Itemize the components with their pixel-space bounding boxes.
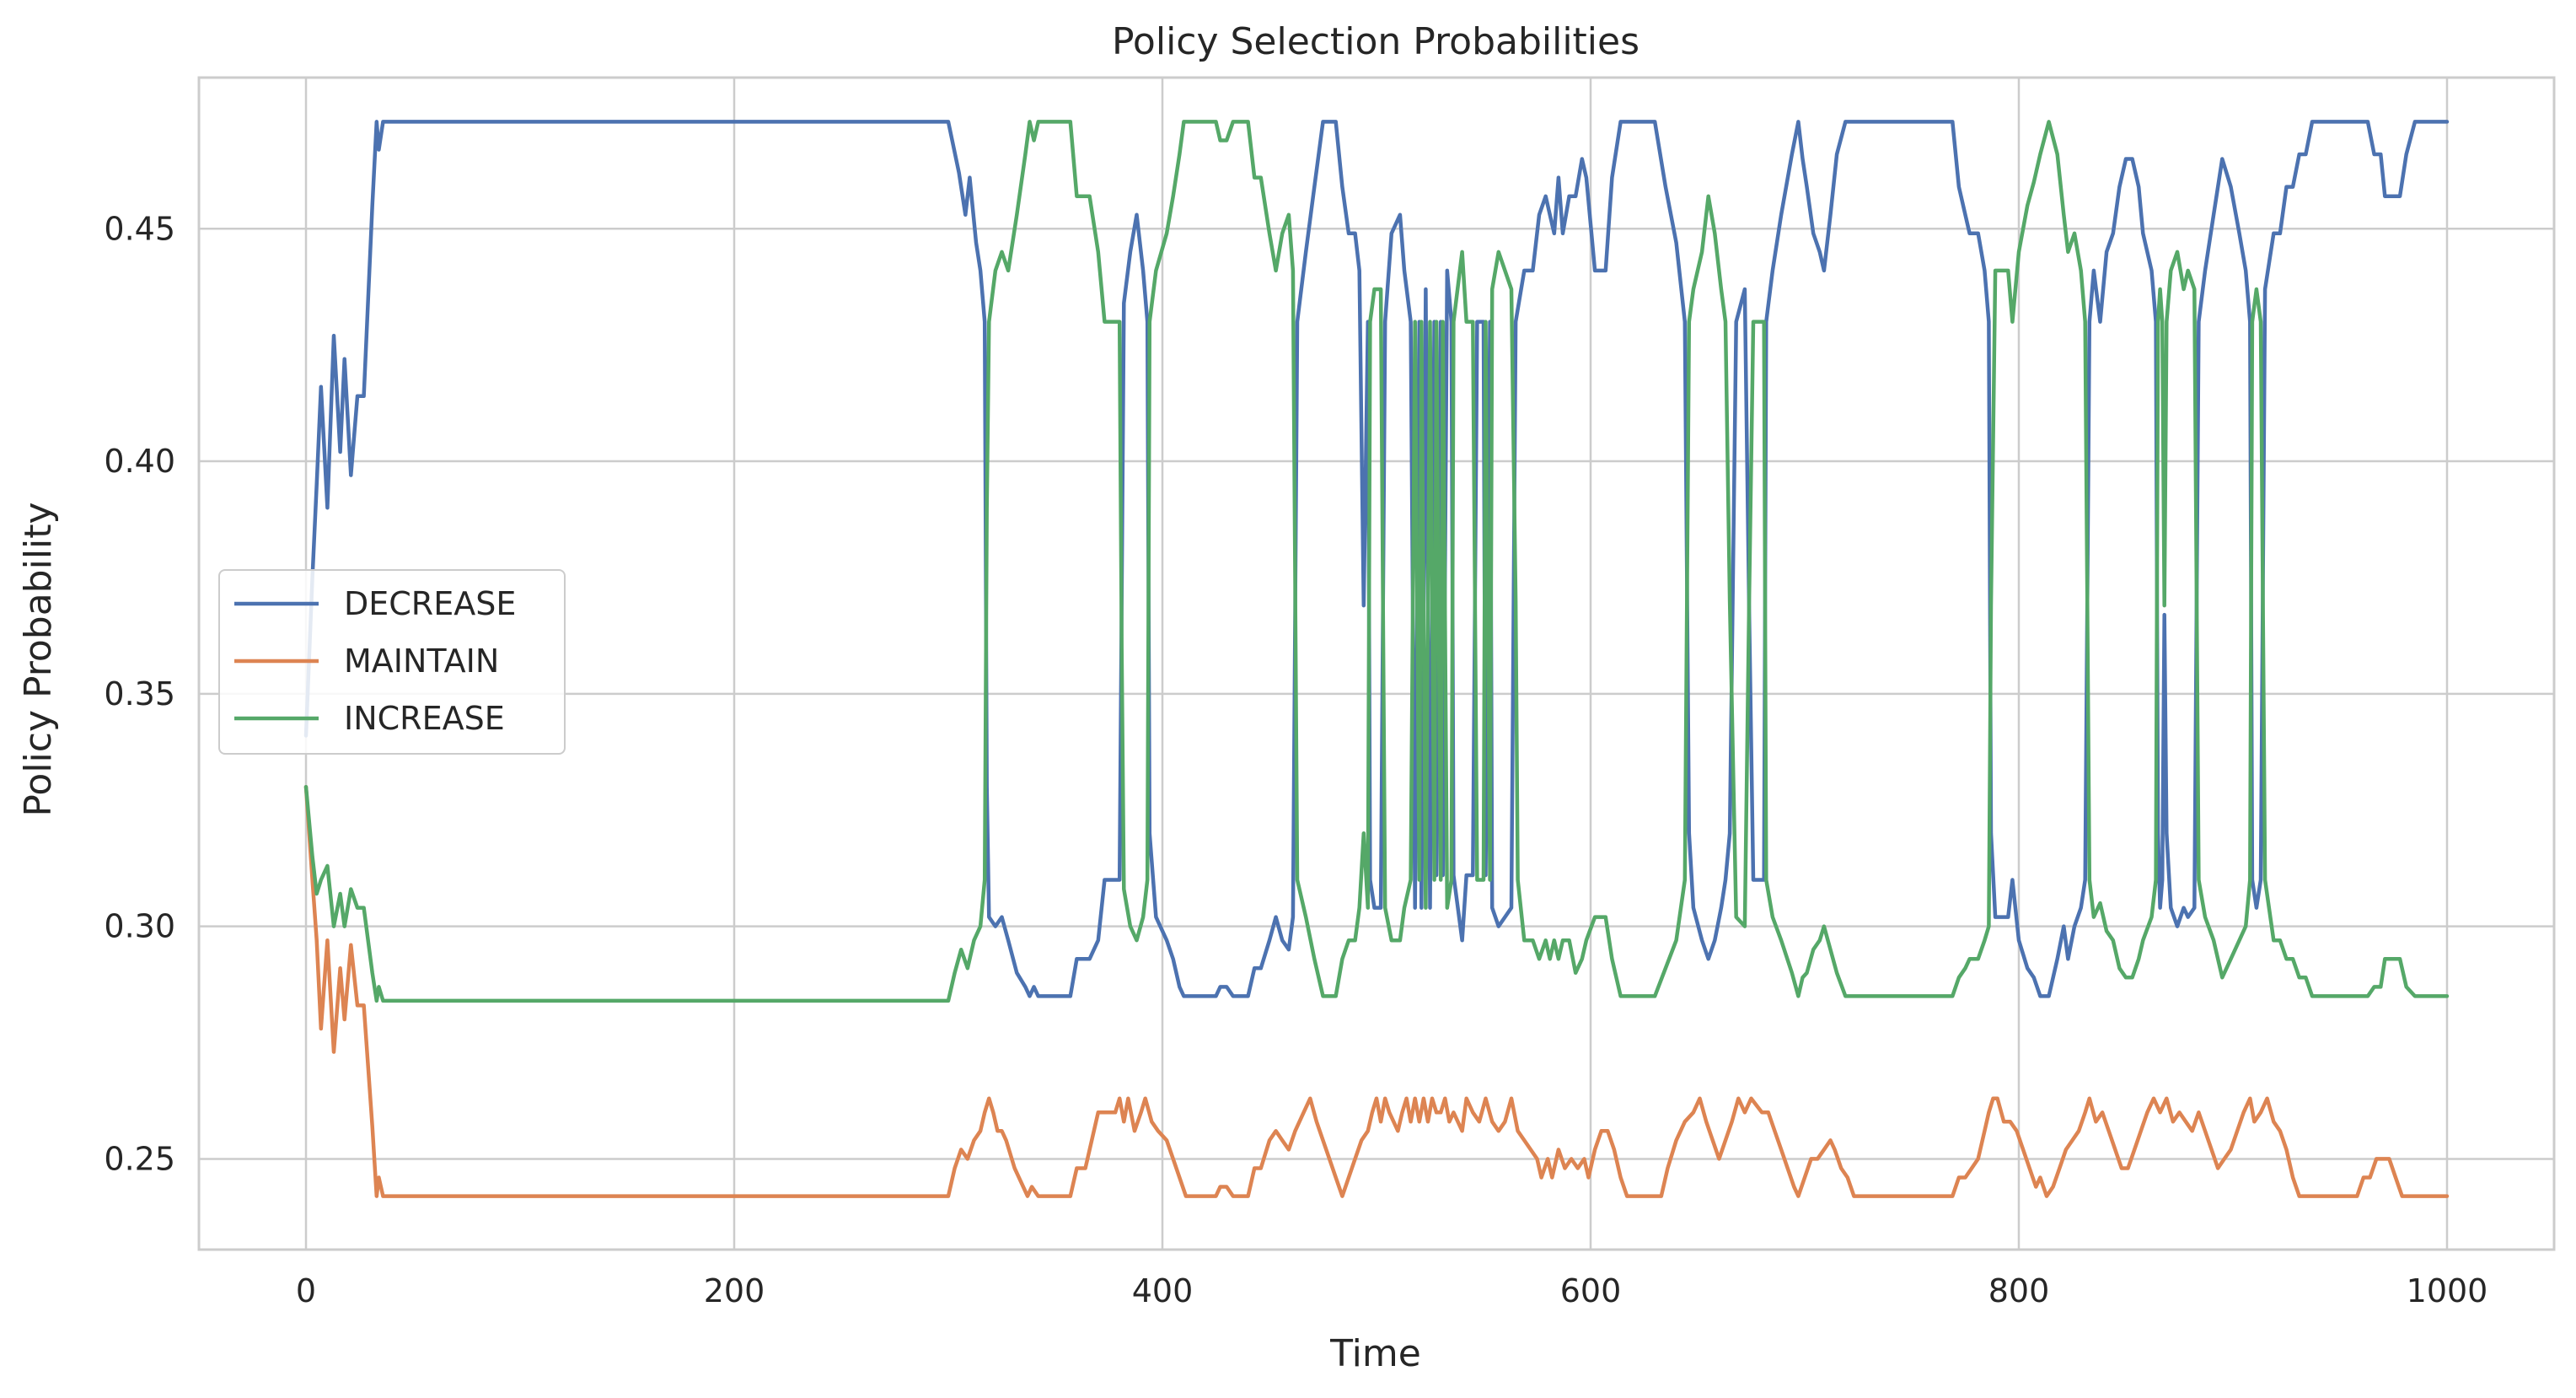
legend-label-maintain: MAINTAIN bbox=[344, 643, 499, 680]
x-tick-label: 200 bbox=[704, 1272, 765, 1309]
y-tick-label: 0.30 bbox=[104, 908, 175, 945]
x-axis-ticks: 0 200 400 600 800 1000 bbox=[296, 1272, 2487, 1309]
legend: DECREASE MAINTAIN INCREASE bbox=[218, 569, 566, 755]
x-axis-label: Time bbox=[1329, 1332, 1421, 1375]
series-lines bbox=[303, 120, 2450, 1198]
x-tick-label: 800 bbox=[1988, 1272, 2050, 1309]
series-line-increase bbox=[303, 120, 2450, 1003]
y-tick-label: 0.25 bbox=[104, 1140, 175, 1177]
series-line-maintain bbox=[303, 784, 2450, 1198]
legend-label-increase: INCREASE bbox=[344, 700, 505, 737]
y-tick-label: 0.45 bbox=[104, 210, 175, 247]
x-tick-label: 1000 bbox=[2407, 1272, 2488, 1309]
y-tick-label: 0.35 bbox=[104, 675, 175, 712]
legend-box bbox=[218, 569, 566, 755]
legend-label-decrease: DECREASE bbox=[344, 585, 516, 622]
y-axis-ticks: 0.25 0.30 0.35 0.40 0.45 bbox=[104, 210, 175, 1177]
x-tick-label: 400 bbox=[1132, 1272, 1194, 1309]
y-tick-label: 0.40 bbox=[104, 443, 175, 480]
chart-title: Policy Selection Probabilities bbox=[1112, 20, 1640, 63]
x-tick-label: 600 bbox=[1560, 1272, 1622, 1309]
x-tick-label: 0 bbox=[296, 1272, 316, 1309]
y-axis-label: Policy Probability bbox=[17, 502, 60, 816]
plot-frame bbox=[197, 76, 2556, 1251]
